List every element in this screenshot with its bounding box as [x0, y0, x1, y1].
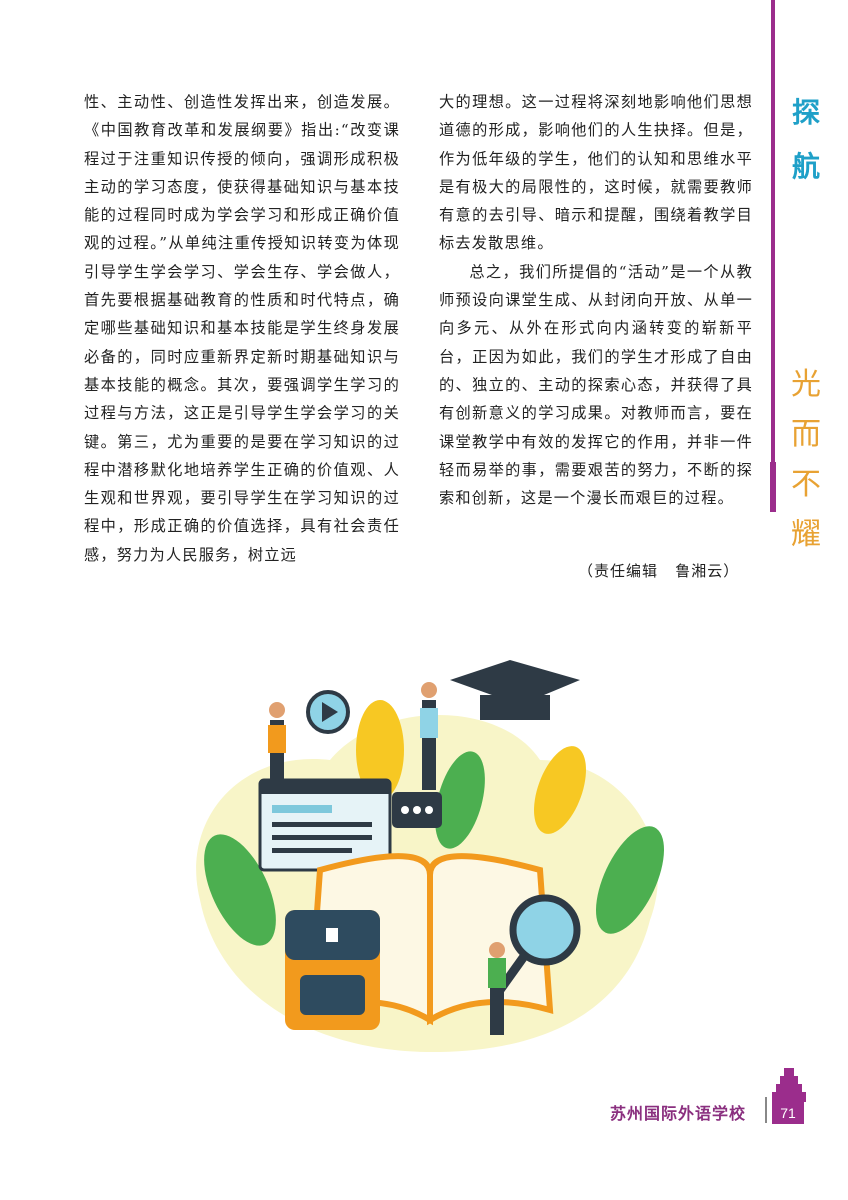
page-number: 71: [772, 1102, 804, 1124]
editor-credit: （责任编辑 鲁湘云）: [578, 562, 740, 580]
section-title-top: 探航: [791, 96, 820, 183]
paragraph: 性、主动性、创造性发挥出来，创造发展。《中国教育改革和发展纲要》指出:“改变课程…: [84, 93, 400, 564]
side-rule-top: [771, 0, 775, 512]
left-column: 性、主动性、创造性发挥出来，创造发展。《中国教育改革和发展纲要》指出:“改变课程…: [84, 88, 400, 569]
side-rule-bottom: [770, 462, 776, 512]
footer-stairs-icon: [772, 1068, 806, 1102]
footer-divider: [765, 1097, 767, 1123]
section-title-bottom: 光而不耀: [791, 367, 821, 552]
education-illustration: [196, 660, 665, 1053]
right-column: 大的理想。这一过程将深刻地影响他们思想道德的形成，影响他们的人生抉择。但是，作为…: [439, 88, 753, 512]
paragraph: 大的理想。这一过程将深刻地影响他们思想道德的形成，影响他们的人生抉择。但是，作为…: [439, 93, 753, 253]
paragraph: 总之，我们所提倡的“活动”是一个从教师预设向课堂生成、从封闭向开放、从单一向多元…: [439, 262, 753, 508]
school-name: 苏州国际外语学校: [610, 1104, 747, 1123]
